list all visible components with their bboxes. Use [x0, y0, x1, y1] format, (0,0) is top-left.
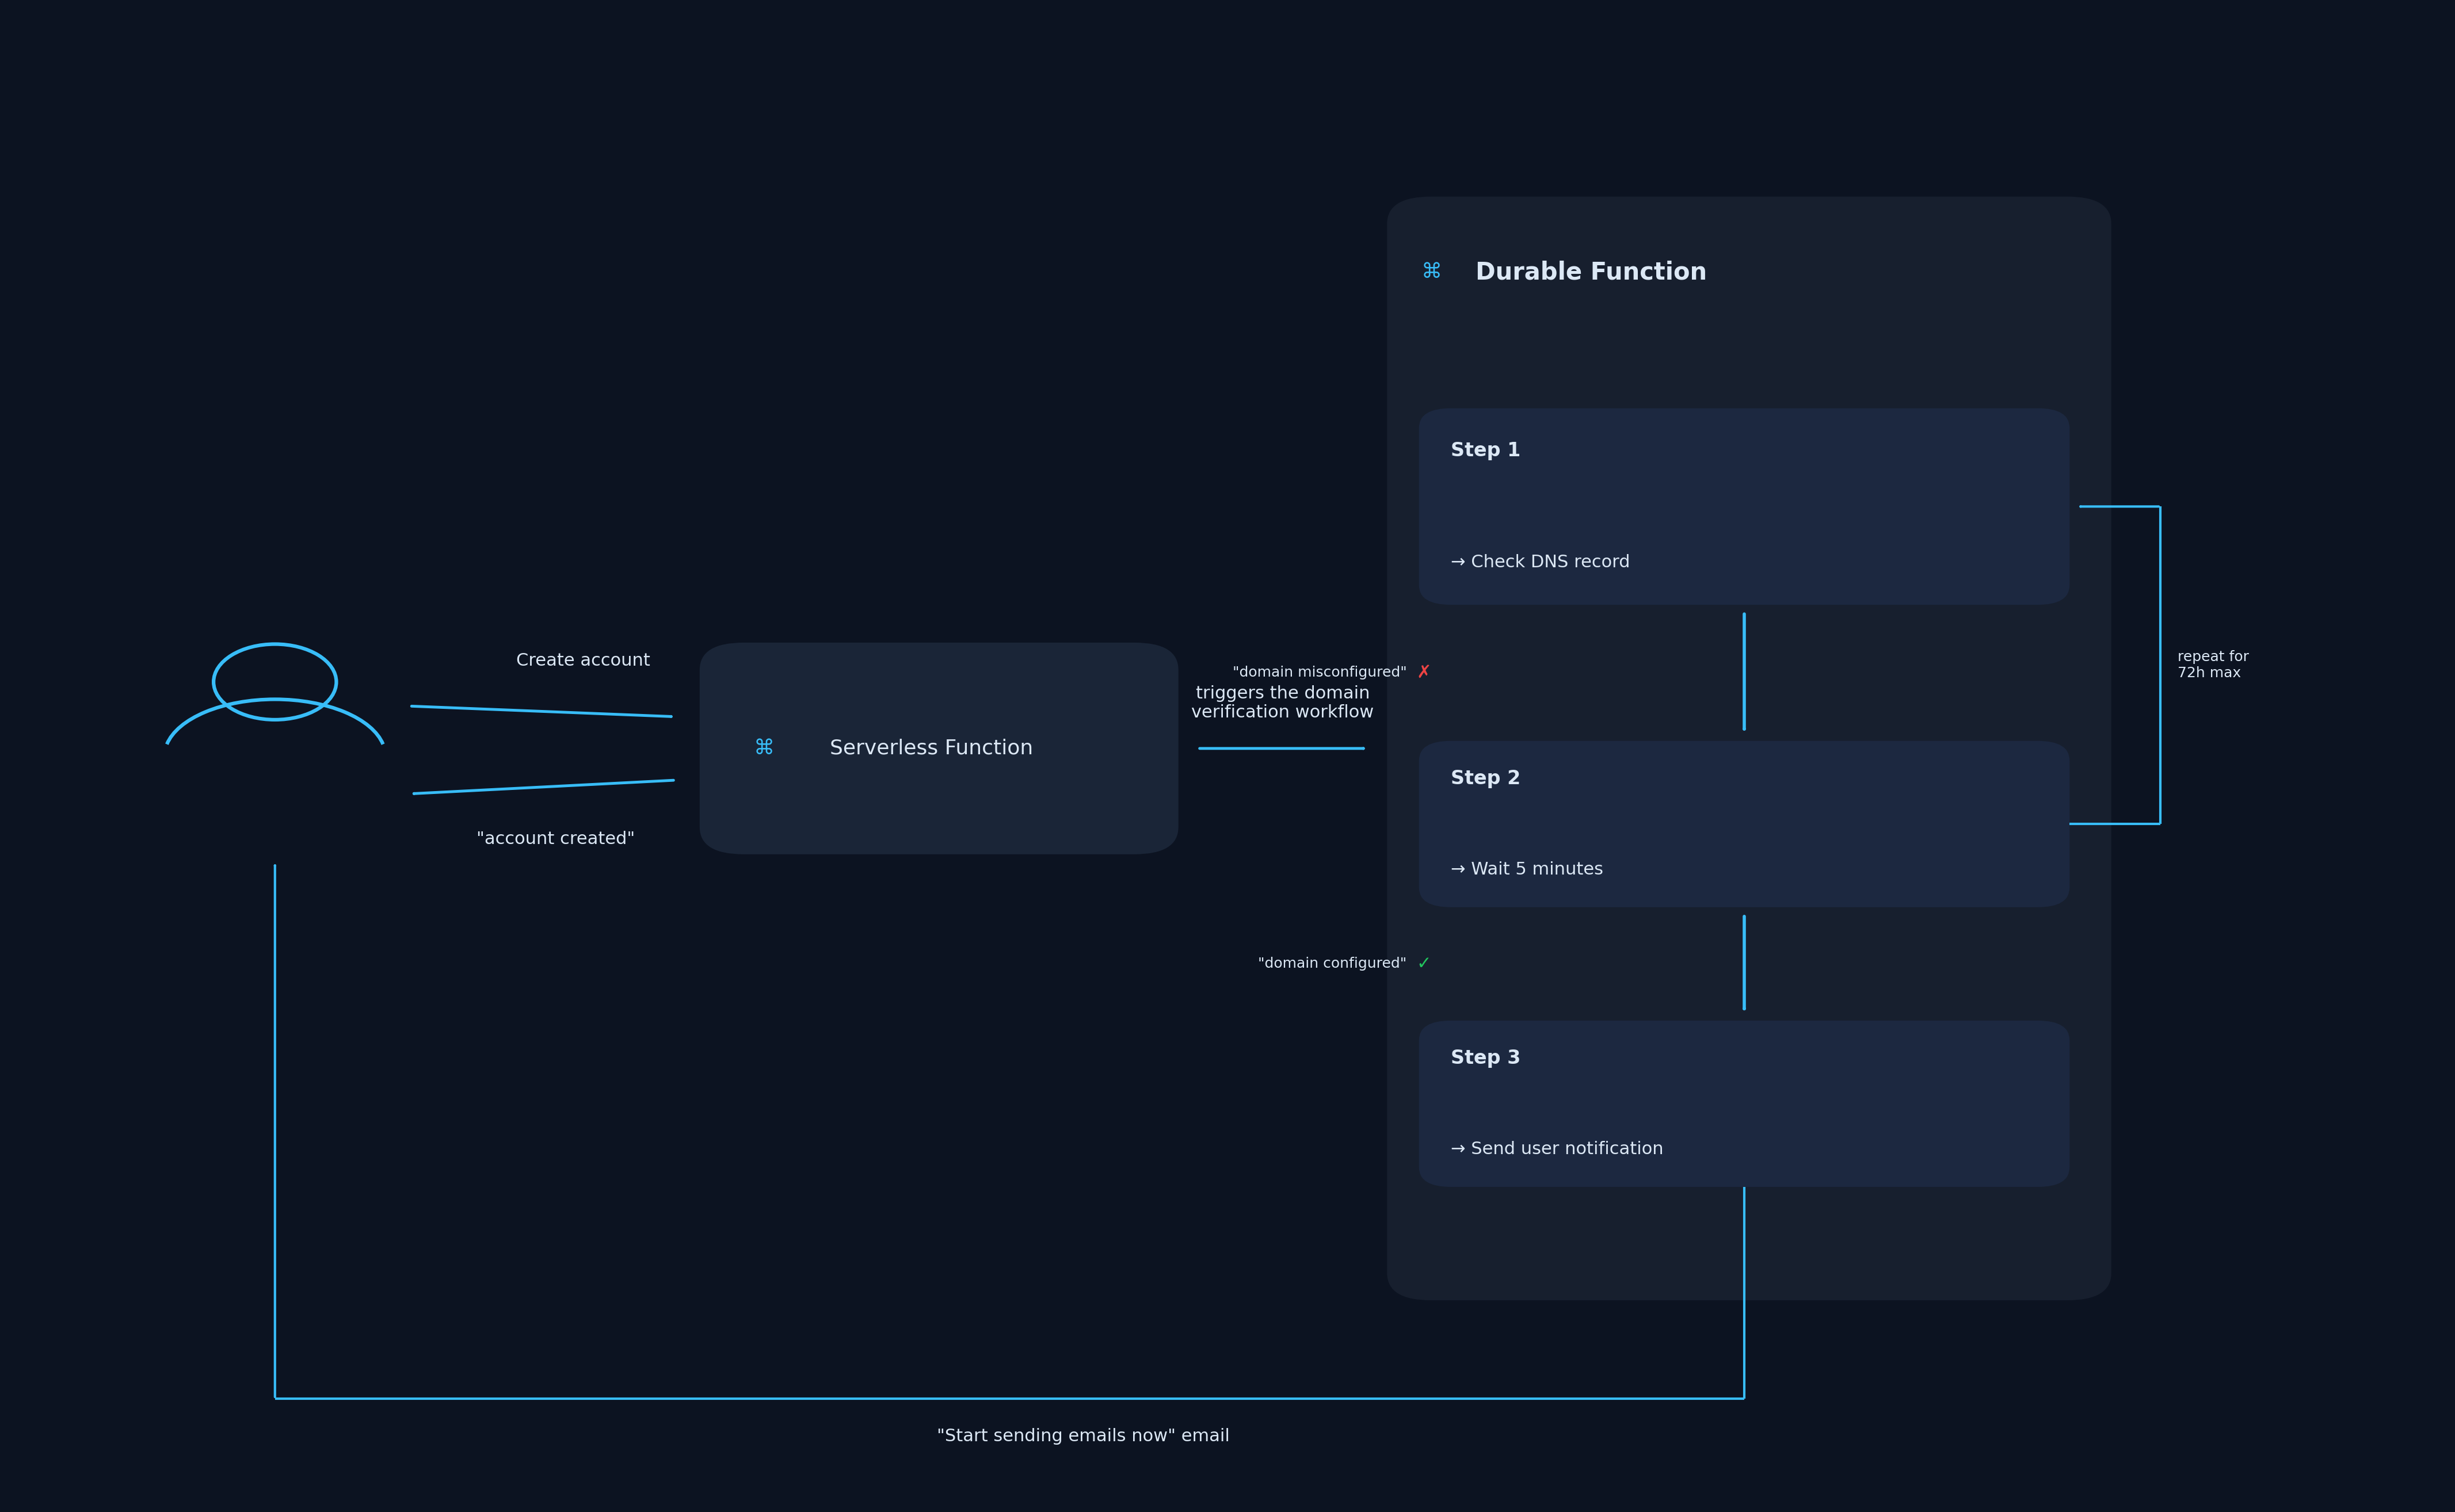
FancyBboxPatch shape: [1419, 1021, 2070, 1187]
Text: → Check DNS record: → Check DNS record: [1451, 553, 1630, 572]
Text: Step 1: Step 1: [1451, 442, 1520, 460]
Text: → Wait 5 minutes: → Wait 5 minutes: [1451, 860, 1603, 878]
Text: Durable Function: Durable Function: [1475, 260, 1706, 284]
Text: repeat for
72h max: repeat for 72h max: [2178, 650, 2249, 680]
Text: Step 2: Step 2: [1451, 770, 1520, 788]
Text: Step 3: Step 3: [1451, 1049, 1520, 1067]
FancyBboxPatch shape: [700, 643, 1178, 854]
Text: "Start sending emails now" email: "Start sending emails now" email: [938, 1427, 1230, 1445]
Text: → Send user notification: → Send user notification: [1451, 1140, 1664, 1158]
Text: "domain misconfigured": "domain misconfigured": [1232, 665, 1407, 680]
Text: Create account: Create account: [516, 652, 651, 670]
FancyBboxPatch shape: [1387, 197, 2111, 1300]
Text: ⌘: ⌘: [1421, 263, 1441, 281]
FancyBboxPatch shape: [1419, 741, 2070, 907]
Text: "account created": "account created": [476, 830, 636, 848]
Text: ✗: ✗: [1417, 664, 1431, 682]
Text: Serverless Function: Serverless Function: [830, 739, 1034, 758]
Text: ✓: ✓: [1417, 956, 1431, 972]
FancyBboxPatch shape: [1419, 408, 2070, 605]
Text: "domain configured": "domain configured": [1257, 957, 1407, 971]
Text: triggers the domain
verification workflow: triggers the domain verification workflo…: [1191, 685, 1375, 721]
Text: ⌘: ⌘: [754, 739, 773, 758]
